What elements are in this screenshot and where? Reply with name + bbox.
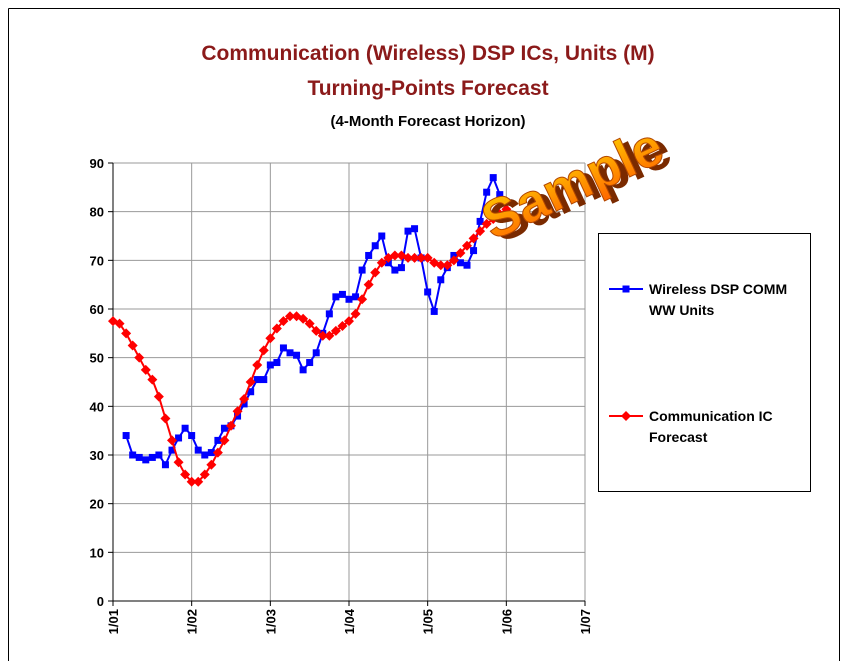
legend-label: Wireless DSP COMM WW Units — [649, 279, 809, 321]
point — [339, 291, 346, 298]
point — [398, 264, 405, 271]
point — [129, 452, 136, 459]
point — [470, 247, 477, 254]
point — [378, 233, 385, 240]
y-tick-label: 0 — [97, 594, 104, 609]
legend-entry: Communication IC Forecast — [609, 406, 809, 456]
chart-page: Communication (Wireless) DSP ICs, Units … — [0, 0, 848, 661]
legend-swatch — [609, 281, 643, 297]
y-tick-label: 50 — [90, 351, 104, 366]
point — [128, 341, 138, 351]
point — [359, 267, 366, 274]
legend: Wireless DSP COMM WW Units Communication … — [598, 233, 811, 492]
point — [372, 242, 379, 249]
point — [160, 414, 170, 424]
point — [306, 359, 313, 366]
y-tick-label: 90 — [90, 156, 104, 171]
point — [155, 452, 162, 459]
y-tick-label: 70 — [90, 253, 104, 268]
point — [287, 349, 294, 356]
y-tick-label: 10 — [90, 545, 104, 560]
chart-title: Communication (Wireless) DSP ICs, Units … — [201, 42, 654, 65]
point — [280, 344, 287, 351]
x-tick-label: 1/06 — [499, 609, 514, 634]
y-tick-label: 60 — [90, 302, 104, 317]
y-tick-label: 40 — [90, 399, 104, 414]
y-tick-label: 20 — [90, 497, 104, 512]
point — [365, 252, 372, 259]
point — [464, 262, 471, 269]
point — [195, 447, 202, 454]
point — [437, 276, 444, 283]
legend-marker — [623, 286, 630, 293]
point — [260, 376, 267, 383]
legend-marker — [621, 411, 631, 421]
point — [259, 345, 269, 355]
x-tick-label: 1/05 — [421, 609, 436, 634]
chart-subtitle: Turning-Points Forecast — [307, 77, 548, 100]
point — [149, 454, 156, 461]
watermark: Sample — [473, 116, 672, 252]
point — [252, 360, 262, 370]
point — [134, 353, 144, 363]
point — [182, 425, 189, 432]
point — [123, 432, 130, 439]
x-tick-label: 1/07 — [578, 609, 593, 634]
y-tick-label: 30 — [90, 448, 104, 463]
point — [300, 366, 307, 373]
point — [273, 359, 280, 366]
point — [136, 454, 143, 461]
point — [411, 225, 418, 232]
x-tick-label: 1/04 — [342, 608, 357, 634]
point — [313, 349, 320, 356]
legend-entry: Wireless DSP COMM WW Units — [609, 279, 809, 329]
point — [142, 456, 149, 463]
legend-swatch — [609, 408, 643, 424]
x-tick-label: 1/01 — [106, 609, 121, 634]
point — [490, 174, 497, 181]
point — [364, 280, 374, 290]
point — [391, 267, 398, 274]
point — [293, 352, 300, 359]
point — [267, 361, 274, 368]
x-tick-label: 1/03 — [263, 609, 278, 634]
point — [188, 432, 195, 439]
point — [332, 293, 339, 300]
x-tick-label: 1/02 — [185, 609, 200, 634]
y-tick-label: 80 — [90, 205, 104, 220]
point — [326, 310, 333, 317]
series-line — [126, 178, 506, 465]
legend-label: Communication IC Forecast — [649, 406, 809, 448]
annotation: (4-Month Forecast Horizon) — [331, 113, 526, 130]
point — [424, 288, 431, 295]
point — [174, 457, 184, 467]
point — [162, 461, 169, 468]
point — [431, 308, 438, 315]
point — [405, 228, 412, 235]
point — [201, 452, 208, 459]
point — [346, 296, 353, 303]
point — [154, 392, 164, 402]
